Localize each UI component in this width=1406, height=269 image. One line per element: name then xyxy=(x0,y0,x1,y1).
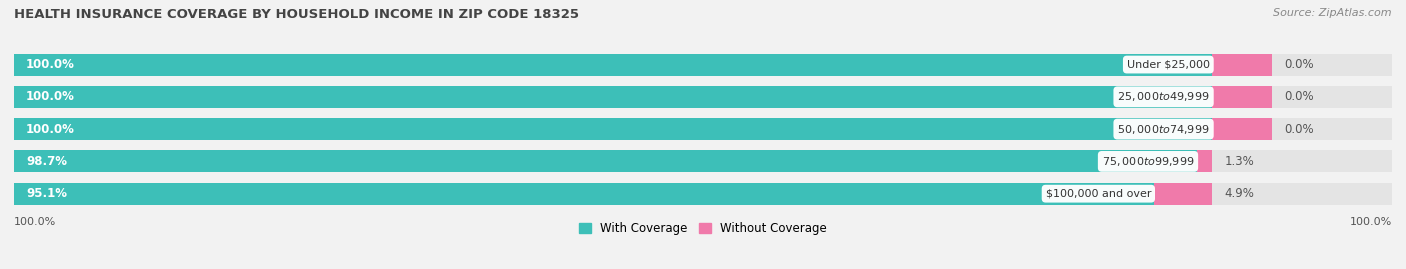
Bar xyxy=(14,86,1212,108)
Bar xyxy=(14,150,1392,172)
Bar xyxy=(1197,150,1212,172)
Text: $25,000 to $49,999: $25,000 to $49,999 xyxy=(1118,90,1209,103)
Text: 1.3%: 1.3% xyxy=(1225,155,1254,168)
Bar xyxy=(14,54,1392,76)
Text: 98.7%: 98.7% xyxy=(27,155,67,168)
Text: $100,000 and over: $100,000 and over xyxy=(1046,189,1152,199)
Text: 4.9%: 4.9% xyxy=(1225,187,1254,200)
Bar xyxy=(14,183,1392,205)
Text: 95.1%: 95.1% xyxy=(27,187,67,200)
Bar xyxy=(14,86,1392,108)
Bar xyxy=(1212,54,1272,76)
Text: 100.0%: 100.0% xyxy=(27,58,75,71)
Bar xyxy=(14,118,1392,140)
Text: HEALTH INSURANCE COVERAGE BY HOUSEHOLD INCOME IN ZIP CODE 18325: HEALTH INSURANCE COVERAGE BY HOUSEHOLD I… xyxy=(14,8,579,21)
Bar xyxy=(14,183,1153,205)
Bar xyxy=(14,118,1212,140)
Text: 0.0%: 0.0% xyxy=(1284,123,1313,136)
Text: 0.0%: 0.0% xyxy=(1284,58,1313,71)
Legend: With Coverage, Without Coverage: With Coverage, Without Coverage xyxy=(574,217,832,239)
Text: 100.0%: 100.0% xyxy=(27,123,75,136)
Text: 100.0%: 100.0% xyxy=(27,90,75,103)
Text: Under $25,000: Under $25,000 xyxy=(1126,59,1209,70)
Bar xyxy=(1153,183,1212,205)
Bar xyxy=(1212,86,1272,108)
Bar xyxy=(14,54,1212,76)
Text: $50,000 to $74,999: $50,000 to $74,999 xyxy=(1118,123,1209,136)
Text: 0.0%: 0.0% xyxy=(1284,90,1313,103)
Bar xyxy=(14,150,1197,172)
Bar xyxy=(1212,118,1272,140)
Text: $75,000 to $99,999: $75,000 to $99,999 xyxy=(1102,155,1194,168)
Text: Source: ZipAtlas.com: Source: ZipAtlas.com xyxy=(1274,8,1392,18)
Text: 100.0%: 100.0% xyxy=(14,217,56,227)
Text: 100.0%: 100.0% xyxy=(1350,217,1392,227)
